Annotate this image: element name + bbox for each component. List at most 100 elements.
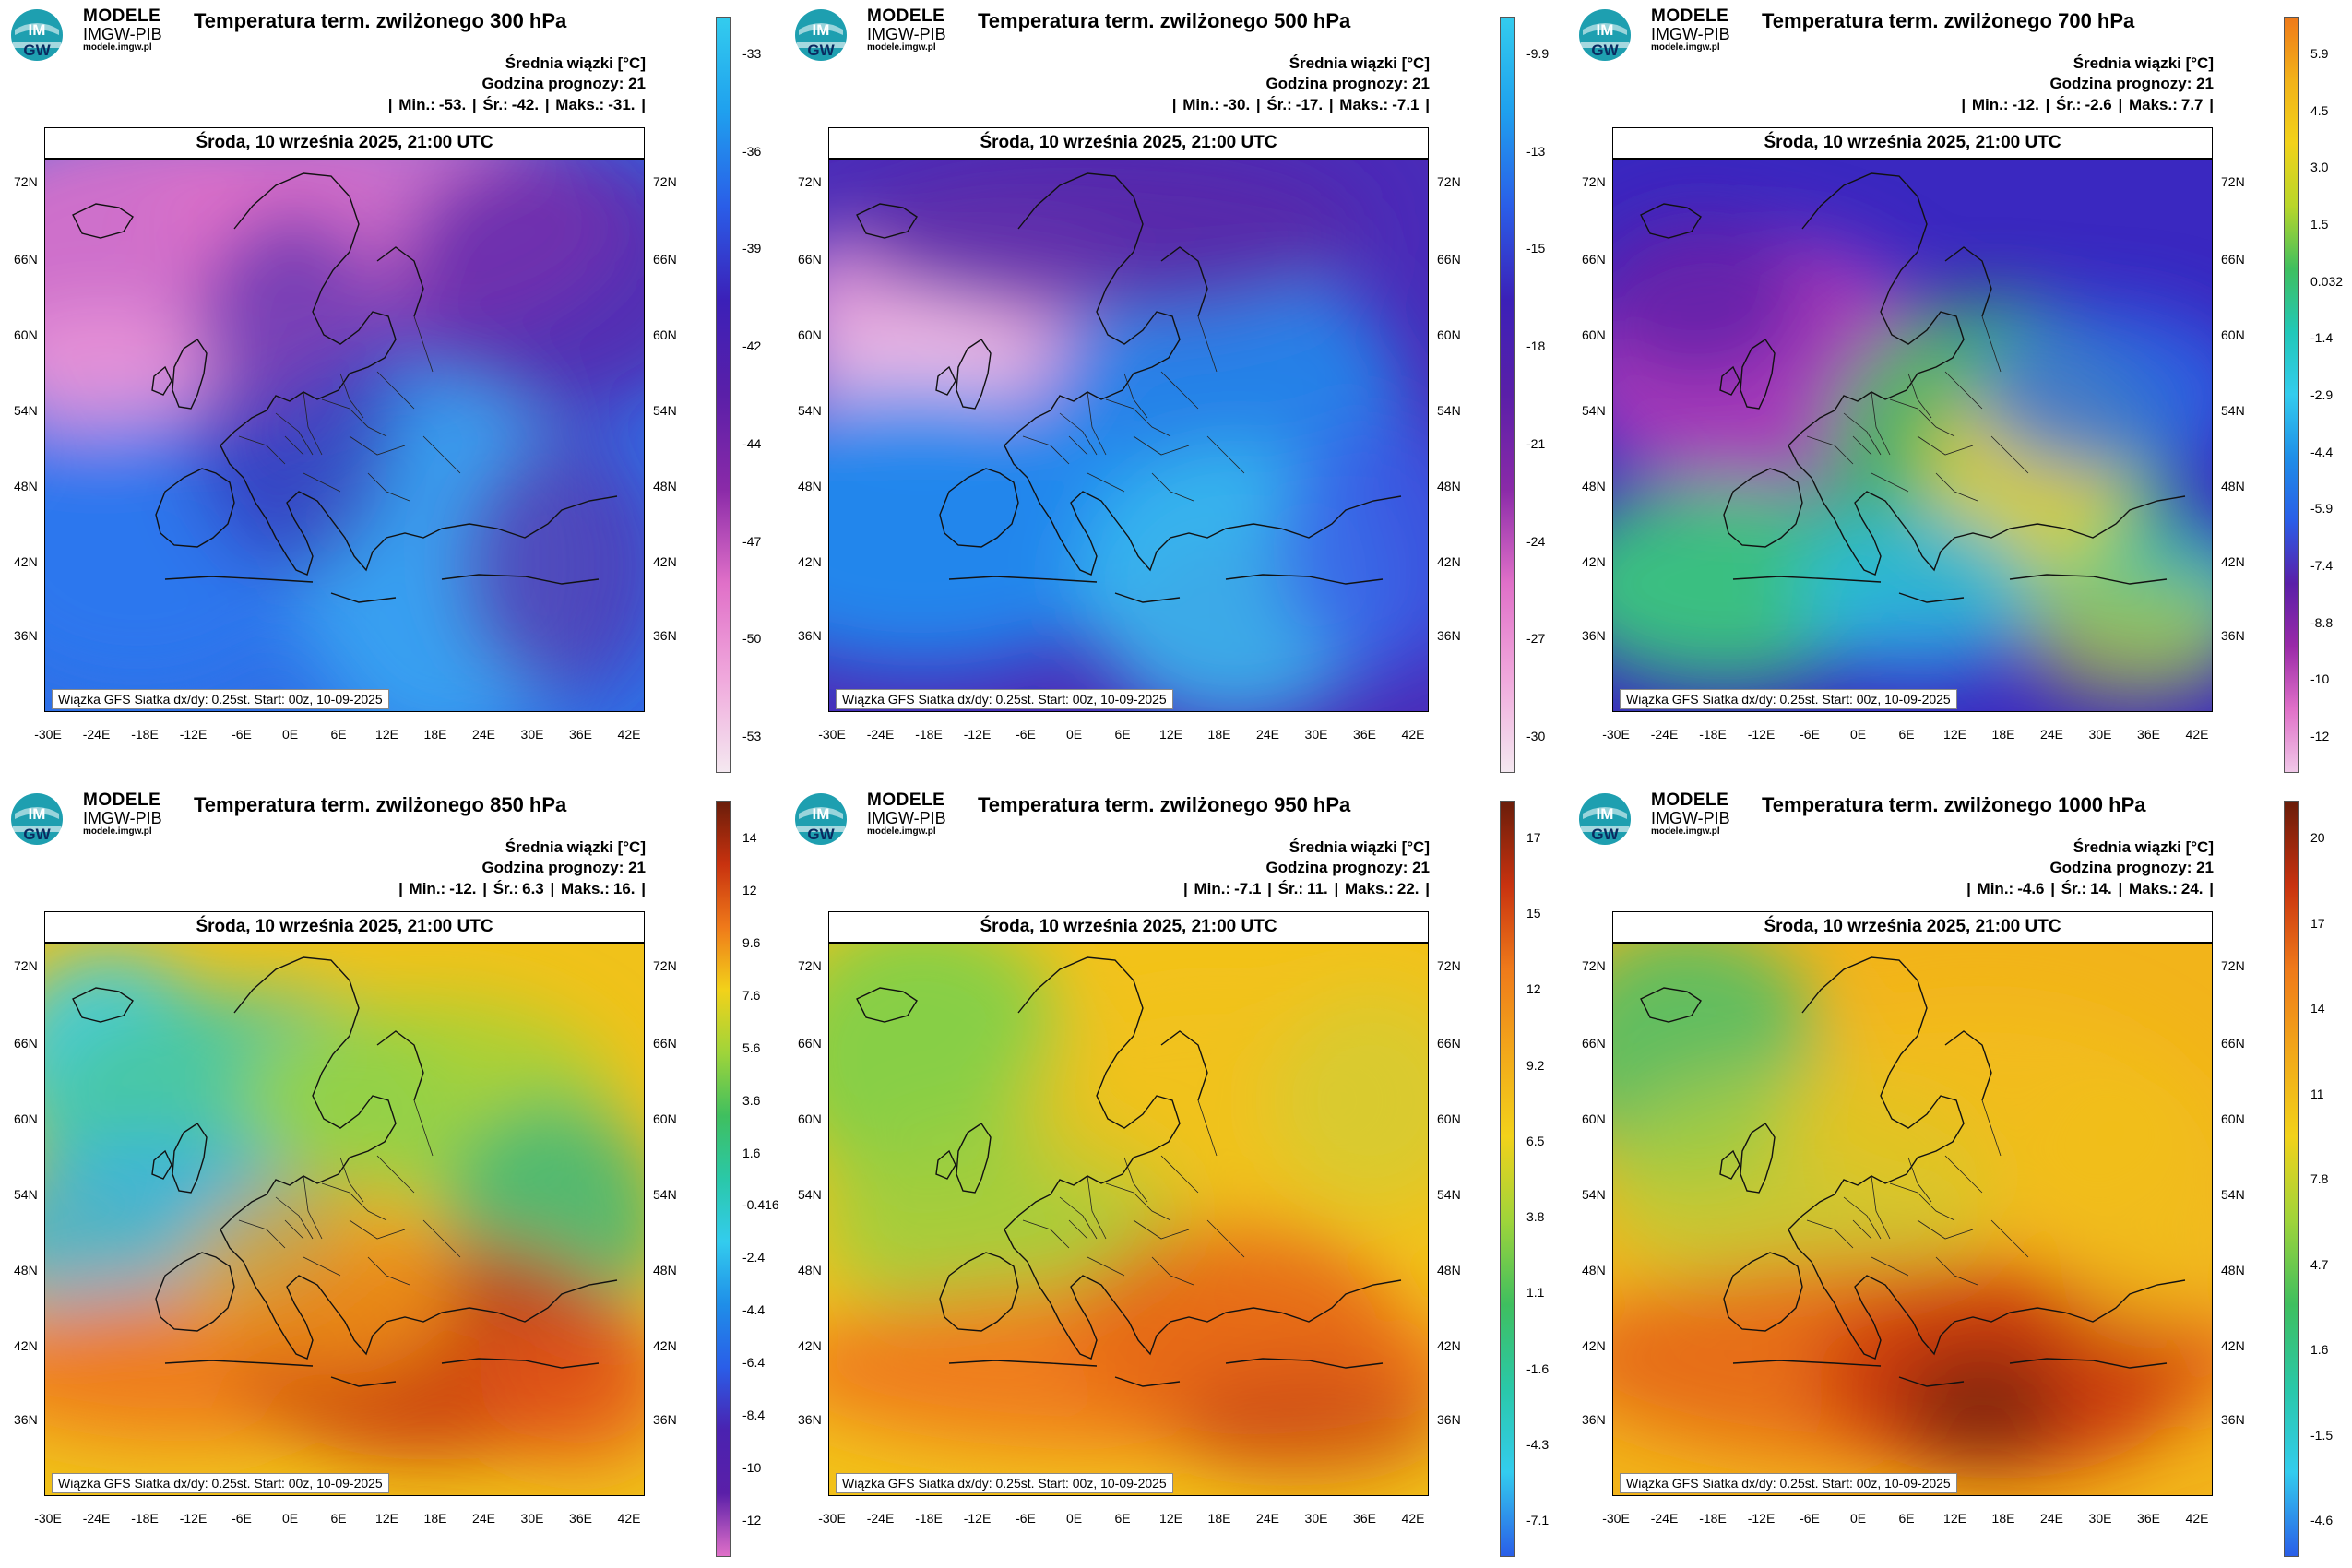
- lon-tick: -12E: [179, 1511, 208, 1526]
- lat-tick-right: 36N: [653, 1412, 677, 1427]
- lat-tick-right: 60N: [2221, 1111, 2245, 1126]
- lon-tick: -18E: [1699, 1511, 1727, 1526]
- brand-url[interactable]: modele.imgw.pl: [867, 42, 936, 53]
- colorbar-tick-label: -44: [742, 435, 762, 451]
- min-value: -4.6: [2017, 880, 2045, 897]
- panel-title: Temperatura term. zwilżonego 1000 hPa: [1762, 793, 2146, 816]
- lat-tick-left: 36N: [798, 628, 822, 643]
- lat-tick-left: 60N: [14, 1111, 38, 1126]
- lon-tick: -6E: [1016, 1511, 1036, 1526]
- colorbar-tick-label: 1.1: [1526, 1285, 1545, 1301]
- brand-org: IMGW-PIB: [83, 808, 162, 827]
- lon-tick: -24E: [866, 727, 895, 742]
- max-label: Maks.:: [2128, 880, 2178, 897]
- brand-url[interactable]: modele.imgw.pl: [83, 826, 152, 837]
- lat-tick-left: 66N: [798, 1036, 822, 1051]
- max-label: Maks.:: [555, 96, 605, 113]
- lon-tick: 6E: [330, 727, 347, 742]
- lat-tick-right: 72N: [2221, 174, 2245, 189]
- max-value: -7.1: [1392, 96, 1420, 113]
- lat-tick-right: 60N: [1437, 327, 1461, 342]
- colorbar-tick-label: 5.6: [742, 1039, 761, 1055]
- country-borders: [1022, 1099, 1245, 1286]
- lon-tick: 0E: [1065, 1511, 1083, 1526]
- lon-tick: 42E: [617, 727, 641, 742]
- brand-url[interactable]: modele.imgw.pl: [1651, 826, 1720, 837]
- brand-url[interactable]: modele.imgw.pl: [1651, 42, 1720, 53]
- colorbar-tick-label: -13: [1526, 143, 1546, 159]
- min-value: -53.: [438, 96, 467, 113]
- lat-tick-right: 60N: [1437, 1111, 1461, 1126]
- forecast-hour: Godzina prognozy: 21: [1265, 859, 1430, 876]
- lat-tick-left: 54N: [1582, 1187, 1606, 1202]
- coastline: [72, 172, 618, 603]
- lon-tick: -24E: [1650, 727, 1679, 742]
- lat-tick-left: 42N: [798, 1338, 822, 1353]
- colorbar-tick-label: -10: [742, 1460, 762, 1476]
- mean-label: Średnia wiązki [°C]: [1289, 838, 1430, 856]
- panel-title: Temperatura term. zwilżonego 700 hPa: [1762, 9, 2135, 32]
- lon-tick: 6E: [1114, 727, 1131, 742]
- mean-label: Średnia wiązki [°C]: [505, 54, 646, 72]
- lon-tick: 30E: [1304, 1511, 1328, 1526]
- map-date-title: Środa, 10 września 2025, 21:00 UTC: [1612, 911, 2213, 943]
- mean-value: -42.: [511, 96, 540, 113]
- colorbar-tick-label: 17: [2310, 915, 2325, 931]
- forecast-hour: Godzina prognozy: 21: [2049, 75, 2214, 92]
- colorbar-tick-label: -4.3: [1526, 1436, 1550, 1452]
- lon-tick: -12E: [963, 727, 992, 742]
- brand-block: MODELE IMGW-PIB modele.imgw.pl: [83, 7, 162, 53]
- colorbar-tick-label: -0.416: [742, 1197, 779, 1213]
- imgw-logo-icon: IM GW: [11, 9, 63, 61]
- weather-map: [829, 944, 1428, 1495]
- lat-tick-right: 42N: [1437, 554, 1461, 569]
- lon-tick: -18E: [915, 727, 943, 742]
- lat-tick-left: 66N: [1582, 252, 1606, 267]
- brand-url[interactable]: modele.imgw.pl: [83, 42, 152, 53]
- colorbar: [1500, 801, 1515, 1557]
- lat-tick-left: 48N: [14, 479, 38, 493]
- forecast-panel: IM GW MODELE IMGW-PIB modele.imgw.pl Temperat…: [784, 0, 1568, 784]
- lon-tick: 36E: [1353, 727, 1376, 742]
- colorbar-tick-label: 9.2: [1526, 1057, 1545, 1073]
- lat-tick-left: 54N: [798, 403, 822, 418]
- map-frame: [1612, 943, 2213, 1496]
- colorbar-tick-label: -1.6: [1526, 1360, 1550, 1376]
- mean-value: -17.: [1295, 96, 1324, 113]
- lon-tick: 42E: [1401, 1511, 1425, 1526]
- logo-text-top: IM: [29, 805, 46, 823]
- lon-tick: -30E: [818, 1511, 846, 1526]
- lat-tick-right: 66N: [2221, 252, 2245, 267]
- lon-tick: 12E: [375, 1511, 398, 1526]
- lon-tick: 36E: [1353, 1511, 1376, 1526]
- lat-tick-right: 60N: [653, 327, 677, 342]
- lon-tick: 30E: [520, 727, 544, 742]
- colorbar-tick-label: 1.6: [742, 1145, 761, 1160]
- lat-tick-right: 54N: [653, 403, 677, 418]
- lat-tick-left: 60N: [798, 327, 822, 342]
- lon-tick: 42E: [1401, 727, 1425, 742]
- forecast-hour: Godzina prognozy: 21: [2049, 859, 2214, 876]
- brand-name: MODELE: [1651, 790, 1729, 810]
- mean-label: Średnia wiązki [°C]: [2073, 54, 2214, 72]
- colorbar-tick-label: -1.4: [2310, 330, 2334, 346]
- lat-tick-left: 36N: [1582, 628, 1606, 643]
- coastline: [856, 172, 1402, 603]
- colorbar-tick-label: -10: [2310, 671, 2330, 687]
- panel-title: Temperatura term. zwilżonego 850 hPa: [194, 793, 567, 816]
- lat-tick-left: 36N: [14, 628, 38, 643]
- lon-tick: 12E: [1159, 1511, 1182, 1526]
- brand-url[interactable]: modele.imgw.pl: [867, 826, 936, 837]
- lat-tick-left: 66N: [14, 252, 38, 267]
- lat-tick-right: 48N: [1437, 479, 1461, 493]
- country-borders: [1806, 315, 2029, 502]
- colorbar: [716, 17, 731, 773]
- lon-tick: -24E: [866, 1511, 895, 1526]
- map-frame: [828, 159, 1429, 712]
- brand-block: MODELE IMGW-PIB modele.imgw.pl: [83, 791, 162, 837]
- min-label: Min.:: [1182, 96, 1219, 113]
- lat-tick-right: 72N: [653, 174, 677, 189]
- lon-tick: 0E: [281, 727, 299, 742]
- country-borders: [1022, 315, 1245, 502]
- lon-tick: -30E: [34, 727, 62, 742]
